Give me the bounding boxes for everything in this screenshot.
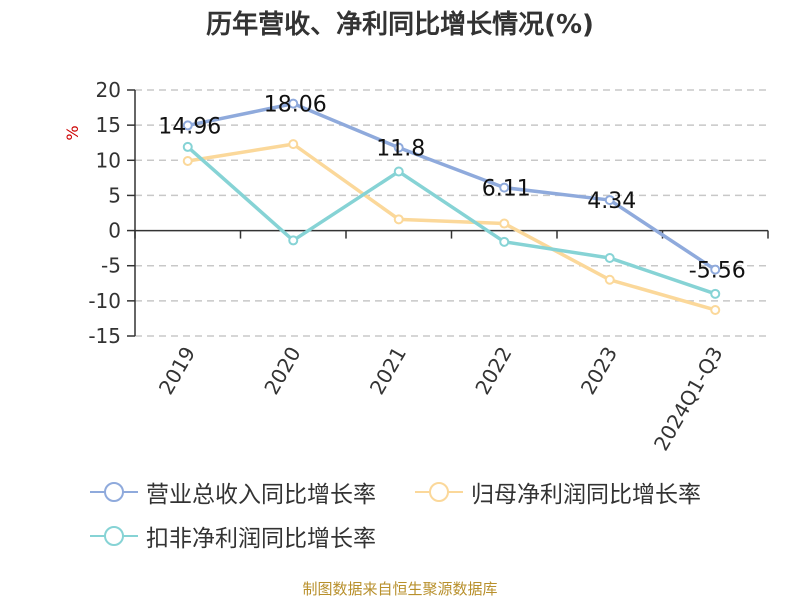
legend-line-icon [90,482,138,502]
data-point [182,155,193,166]
series-lines [182,98,721,315]
legend-line-icon [90,526,138,546]
data-point [604,274,615,285]
data-labels: 14.96 18.06 11.8 6.11 4.34 -5.56 [158,93,745,284]
data-label: 14.96 [158,114,221,139]
data-point [710,264,721,275]
data-point [393,142,404,153]
grid-lines [135,89,768,337]
legend-item-net-profit[interactable]: 归母净利润同比增长率 [415,474,701,510]
y-tick-label: -5 [101,254,121,278]
x-tick-label: 2024Q1-Q3 [649,343,728,455]
data-label: 18.06 [264,93,327,118]
y-tick-label: 10 [96,148,121,172]
x-tick-label: 2020 [259,343,305,399]
data-point [499,182,510,193]
legend-item-revenue[interactable]: 营业总收入同比增长率 [90,474,376,510]
series-line [187,142,716,312]
data-point [393,166,404,177]
source-note: 制图数据来自恒生聚源数据库 [302,580,498,598]
data-label: -5.56 [689,259,746,284]
data-point [182,120,193,131]
y-axis-label: % [63,125,82,140]
series-line [187,101,717,272]
data-point [288,98,299,109]
y-tick-label: 15 [96,113,121,137]
data-point [393,214,404,225]
y-tick-label: -15 [88,324,121,348]
data-point [499,236,510,247]
data-point [288,139,299,150]
series-line [186,145,716,296]
data-label: 11.8 [376,137,425,162]
y-tick-label: 0 [108,219,121,243]
x-tick-label: 2021 [365,343,411,399]
legend-label: 扣非净利润同比增长率 [146,526,376,552]
data-point [710,304,721,315]
data-label: 4.34 [587,189,636,214]
data-point [182,141,193,152]
y-tick-label: 20 [96,78,121,102]
data-point [604,195,615,206]
legend-label: 营业总收入同比增长率 [146,482,376,508]
data-point [604,252,615,263]
x-tick-label: 2022 [470,343,516,399]
y-tick-label: -10 [88,289,121,313]
x-tick-label: 2023 [576,343,622,399]
y-tick-label: 5 [108,183,121,207]
legend-item-deducted-profit[interactable]: 扣非净利润同比增长率 [90,518,376,554]
legend-line-icon [415,482,463,502]
data-point [710,288,721,299]
x-tick-label: 2019 [154,343,200,399]
data-point [288,235,299,246]
x-axis: 2019 2020 2021 2022 2023 2024Q1-Q3 [134,229,769,455]
legend-label: 归母净利润同比增长率 [471,482,701,508]
data-label: 6.11 [482,177,531,202]
data-point [499,218,510,229]
chart-title: 历年营收、净利同比增长情况(%) [206,10,594,40]
y-axis: 20 15 10 5 0 -5 -10 -15 [88,78,136,348]
